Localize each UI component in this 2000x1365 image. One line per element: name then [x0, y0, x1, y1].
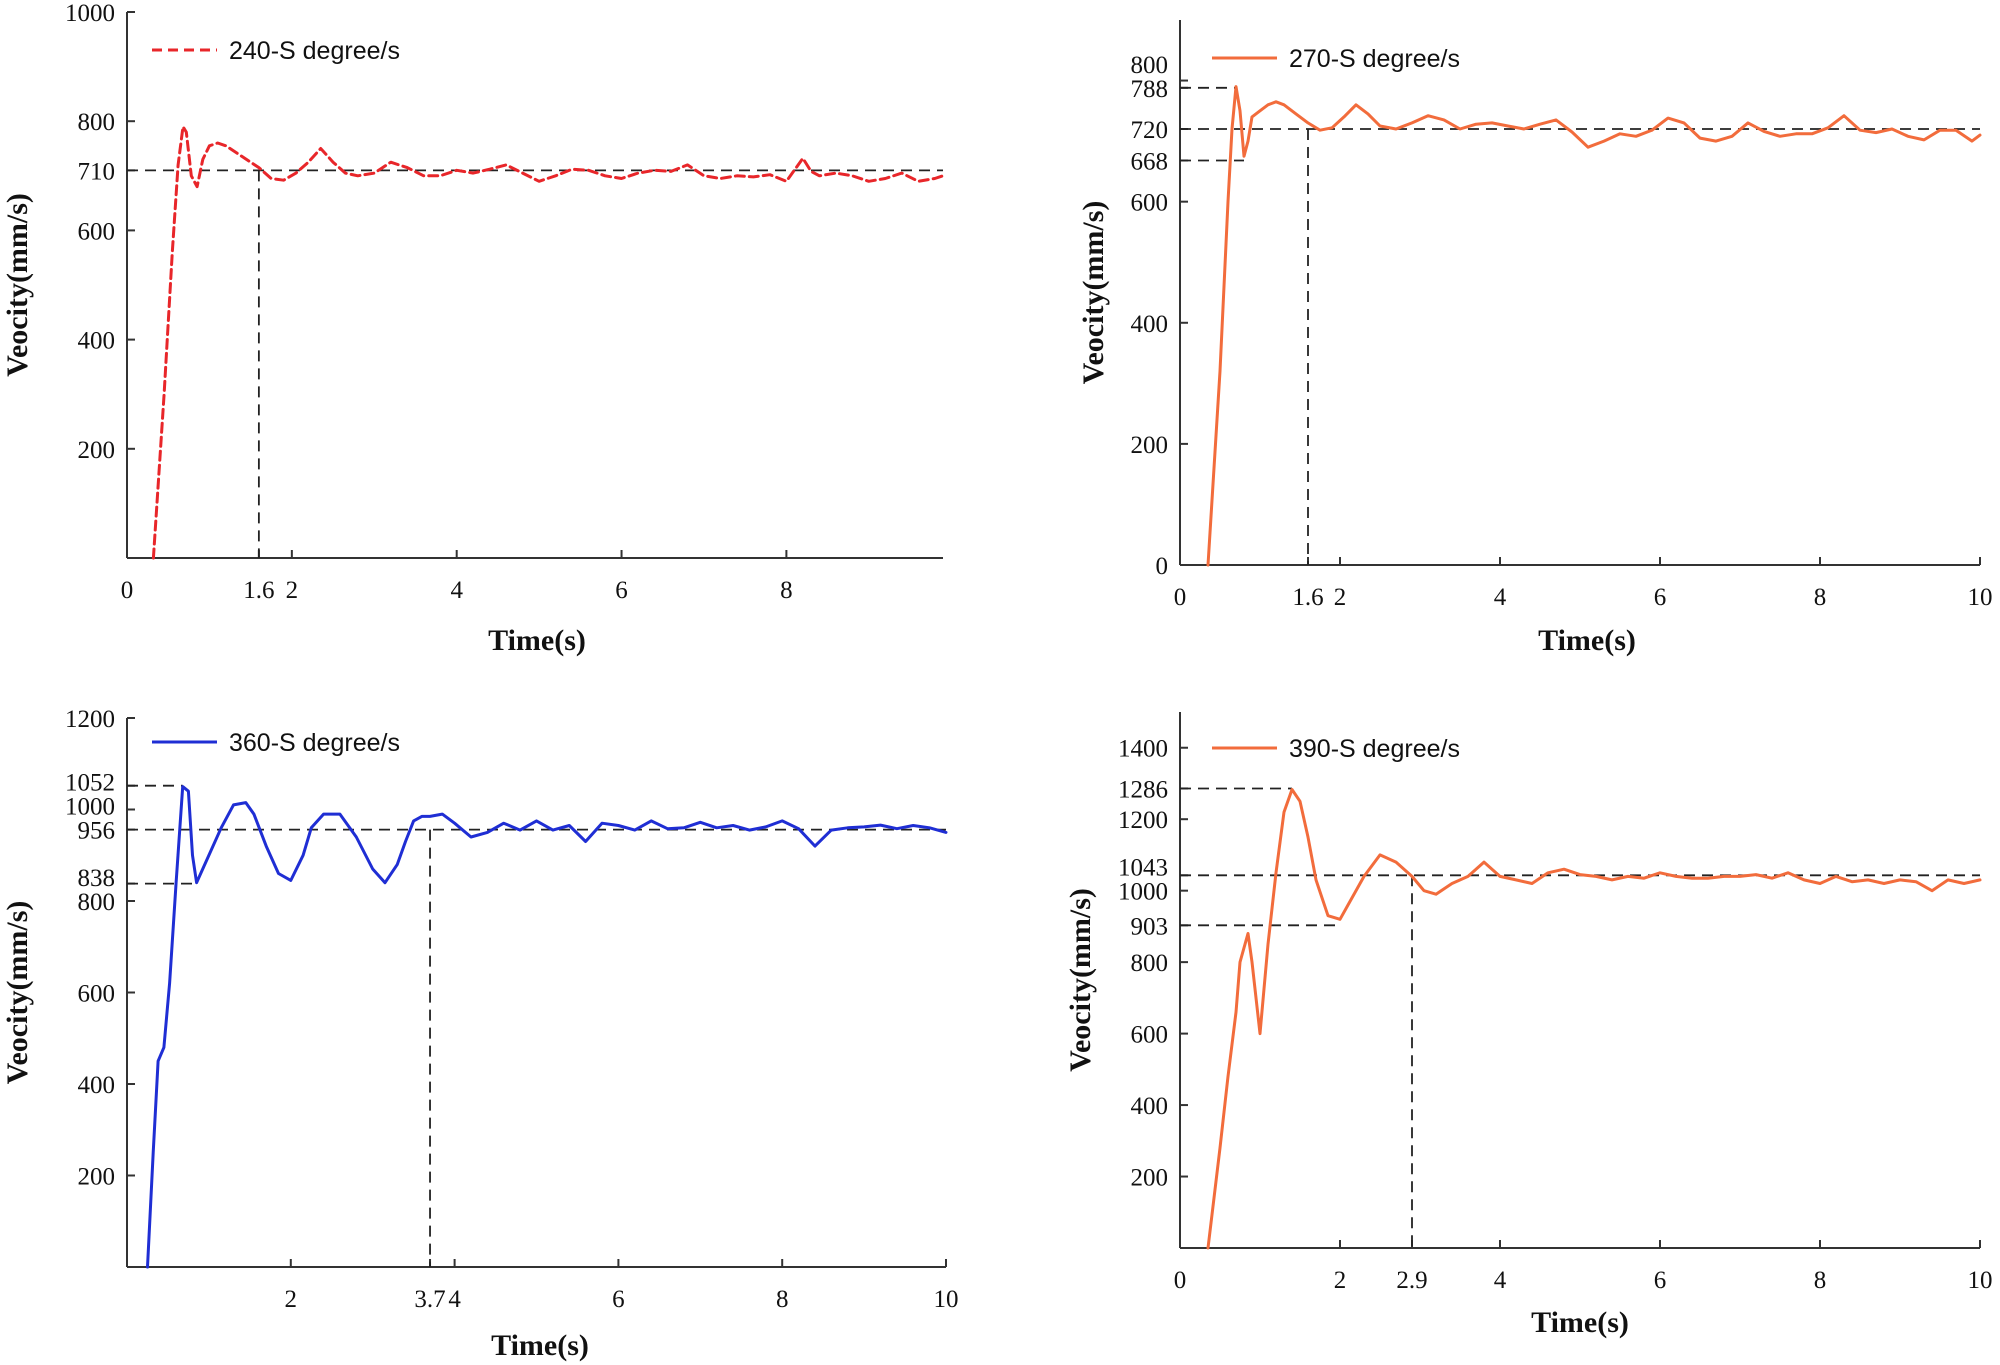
x-tick-label: 8 [780, 577, 793, 604]
x-axis-title: Time(s) [1538, 624, 1636, 657]
y-tick-label: 903 [1131, 913, 1169, 940]
x-tick-label: 10 [1968, 584, 1993, 611]
y-axis-title: Veocity(mm/s) [1064, 888, 1097, 1072]
x-tick-label: 4 [1494, 584, 1507, 611]
x-tick-label: 10 [934, 1286, 959, 1313]
x-tick-label: 3.7 [414, 1286, 445, 1313]
x-tick-label: 0 [121, 577, 134, 604]
legend-label: 270-S degree/s [1289, 45, 1460, 73]
x-tick-label: 0 [1174, 584, 1187, 611]
y-tick-label: 600 [78, 981, 116, 1008]
x-tick-label: 10 [1968, 1267, 1993, 1294]
x-tick-label: 2 [286, 577, 299, 604]
x-tick-label: 6 [612, 1286, 625, 1313]
x-axis-title: Time(s) [491, 1329, 589, 1362]
legend-label: 390-S degree/s [1289, 735, 1460, 763]
y-tick-label: 800 [78, 889, 116, 916]
y-tick-label: 200 [78, 437, 116, 464]
y-tick-label: 720 [1131, 117, 1169, 144]
y-tick-label: 800 [78, 109, 116, 136]
x-axis-title: Time(s) [1531, 1306, 1629, 1339]
series-line [1206, 788, 1982, 1250]
y-tick-label: 788 [1131, 76, 1169, 103]
y-tick-label: 400 [1131, 311, 1169, 338]
y-tick-label: 0 [1156, 553, 1169, 580]
y-tick-label: 1200 [1118, 807, 1168, 834]
y-tick-label: 200 [1131, 1165, 1169, 1192]
x-tick-label: 8 [1814, 1267, 1827, 1294]
x-tick-label: 6 [1654, 1267, 1667, 1294]
y-tick-label: 1052 [65, 770, 115, 797]
y-tick-label: 1286 [1118, 776, 1168, 803]
x-tick-label: 6 [615, 577, 628, 604]
x-tick-label: 2.9 [1396, 1267, 1427, 1294]
chart-panel-top-left: 0 1.6 2 4 6 8 200 400 600 710 800 1000 240-S degree/… [1, 0, 945, 657]
y-tick-label: 668 [1131, 148, 1169, 175]
x-tick-label: 8 [1814, 584, 1827, 611]
x-tick-label: 4 [1494, 1267, 1507, 1294]
y-tick-label: 956 [78, 818, 116, 845]
y-axis-title: Veocity(mm/s) [1, 901, 34, 1085]
y-tick-label: 1200 [65, 706, 115, 733]
x-tick-label: 1.6 [243, 577, 274, 604]
y-tick-label: 400 [1131, 1093, 1169, 1120]
y-tick-label: 600 [78, 218, 116, 245]
x-tick-label: 4 [448, 1286, 461, 1313]
y-tick-label: 200 [78, 1164, 116, 1191]
y-axis-title: Veocity(mm/s) [1077, 201, 1110, 385]
y-tick-label: 1000 [65, 794, 115, 821]
x-tick-label: 2 [285, 1286, 298, 1313]
x-tick-label: 2 [1334, 1267, 1347, 1294]
y-tick-label: 800 [1131, 52, 1169, 79]
x-tick-label: 1.6 [1292, 584, 1323, 611]
y-tick-label: 838 [78, 865, 116, 892]
legend-label: 240-S degree/s [229, 37, 400, 65]
x-tick-label: 4 [450, 577, 463, 604]
y-tick-label: 200 [1131, 432, 1169, 459]
x-tick-label: 0 [1174, 1267, 1187, 1294]
x-tick-label: 2 [1334, 584, 1347, 611]
y-tick-label: 800 [1131, 950, 1169, 977]
x-tick-label: 8 [776, 1286, 789, 1313]
series-line [151, 125, 945, 560]
y-tick-label: 1000 [1118, 879, 1168, 906]
y-tick-label: 1400 [1118, 736, 1168, 763]
series-line [1206, 85, 1982, 567]
y-tick-label: 1043 [1118, 855, 1168, 882]
series-line [146, 785, 948, 1269]
y-tick-label: 400 [78, 1072, 116, 1099]
y-tick-label: 1000 [65, 0, 115, 27]
y-tick-label: 710 [78, 158, 116, 185]
legend-label: 360-S degree/s [229, 729, 400, 757]
x-tick-label: 6 [1654, 584, 1667, 611]
x-axis-title: Time(s) [488, 624, 586, 657]
y-tick-label: 600 [1131, 190, 1169, 217]
y-axis-title: Veocity(mm/s) [1, 193, 34, 377]
y-tick-label: 600 [1131, 1022, 1169, 1049]
y-tick-label: 400 [78, 328, 116, 355]
